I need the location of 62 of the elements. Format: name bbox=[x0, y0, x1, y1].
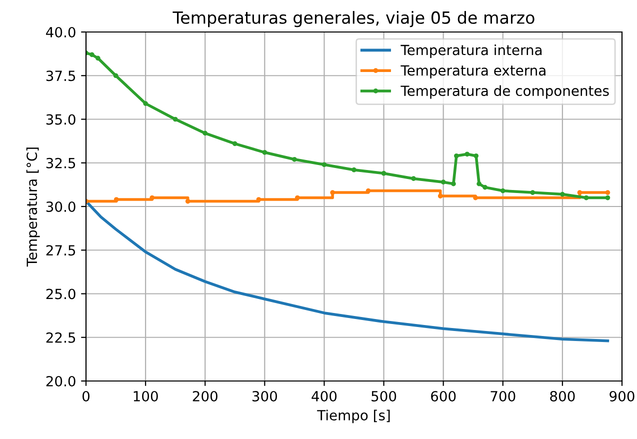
line-series bbox=[86, 200, 610, 342]
point bbox=[95, 56, 100, 61]
x-tick-label: 800 bbox=[550, 390, 575, 402]
point bbox=[256, 197, 262, 202]
point bbox=[330, 190, 335, 195]
point bbox=[584, 195, 589, 200]
point bbox=[150, 195, 155, 200]
point bbox=[438, 194, 443, 198]
point bbox=[605, 190, 610, 195]
point bbox=[185, 198, 190, 204]
point bbox=[605, 195, 610, 200]
point bbox=[482, 184, 488, 190]
point bbox=[366, 188, 371, 194]
point bbox=[476, 181, 482, 186]
point bbox=[172, 116, 178, 122]
x-tick-label: 400 bbox=[312, 390, 337, 402]
point bbox=[500, 188, 506, 194]
point bbox=[411, 176, 416, 182]
point bbox=[90, 52, 94, 58]
x-tick-label: 700 bbox=[490, 390, 516, 402]
x-tick-label: 600 bbox=[431, 390, 456, 402]
point bbox=[143, 101, 148, 106]
y-tick-label: 32.5 bbox=[46, 158, 76, 168]
y-tick-label: 35.0 bbox=[46, 114, 76, 125]
y-axis-title: Temperatura [°C] bbox=[26, 148, 40, 267]
point bbox=[530, 190, 536, 195]
x-tick-label: 0 bbox=[82, 390, 90, 402]
point bbox=[262, 150, 268, 155]
y-tick-label: 25.0 bbox=[46, 288, 76, 300]
point bbox=[113, 73, 118, 78]
y-tick-label: 37.5 bbox=[46, 70, 76, 82]
y-tick-label: 30.0 bbox=[46, 201, 76, 212]
legend-label: Temperatura externa bbox=[400, 65, 546, 78]
y-tick-label: 20.0 bbox=[46, 376, 76, 386]
point bbox=[381, 170, 386, 176]
point bbox=[473, 195, 478, 200]
point bbox=[202, 130, 208, 136]
point bbox=[114, 197, 119, 202]
point bbox=[454, 153, 459, 158]
y-tick-label: 22.5 bbox=[46, 332, 76, 343]
y-tick-label: 27.5 bbox=[46, 245, 76, 256]
x-tick-label: 200 bbox=[192, 390, 218, 402]
point bbox=[464, 152, 470, 157]
point bbox=[232, 141, 238, 146]
x-axis-title: Tiempo [s] bbox=[317, 410, 390, 424]
point bbox=[440, 180, 446, 184]
x-tick-label: 100 bbox=[134, 390, 158, 402]
legend-label: Temperatura de componentes bbox=[400, 85, 609, 99]
x-tick-label: 300 bbox=[252, 390, 277, 402]
point bbox=[560, 192, 565, 197]
point bbox=[322, 162, 327, 168]
point bbox=[294, 195, 300, 200]
chart-title: Temperaturas generales, viaje 05 de marzo bbox=[172, 11, 534, 28]
point bbox=[577, 190, 582, 195]
legend-label: Temperatura interna bbox=[400, 44, 542, 58]
point bbox=[292, 156, 297, 162]
point bbox=[474, 153, 479, 158]
point bbox=[451, 181, 456, 186]
point bbox=[352, 167, 356, 172]
y-tick-label: 40.0 bbox=[46, 26, 76, 38]
x-tick-label: 900 bbox=[610, 390, 634, 402]
x-tick-label: 500 bbox=[372, 390, 396, 402]
